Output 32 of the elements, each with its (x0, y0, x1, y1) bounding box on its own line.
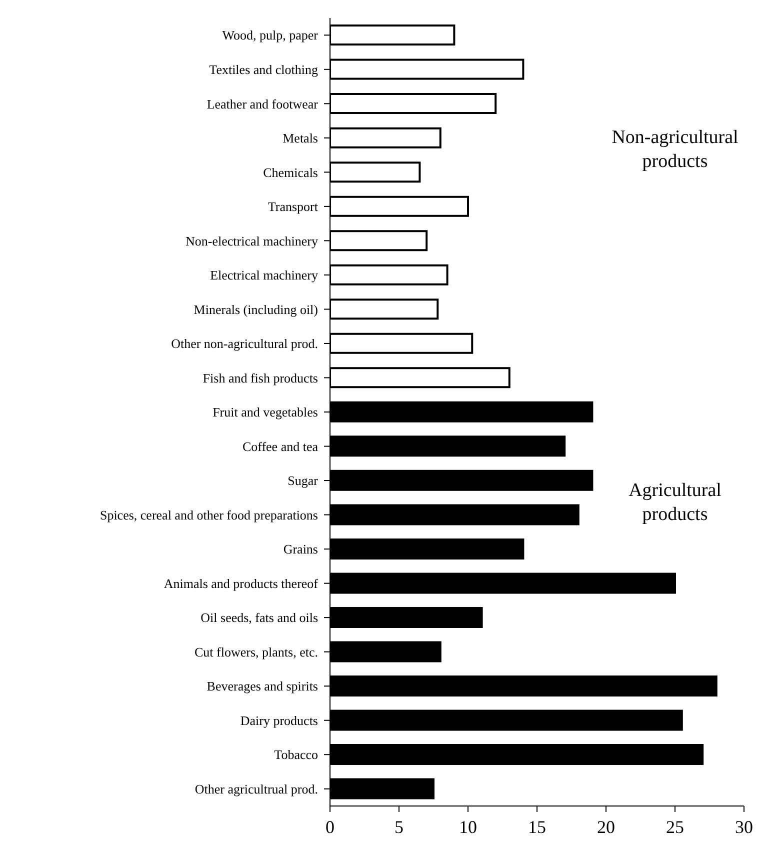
y-tick-label: Cut flowers, plants, etc. (194, 644, 318, 660)
y-tick-label: Beverages and spirits (206, 678, 318, 694)
annotation: Agricultural products (628, 478, 722, 527)
annotation: Non-agricultural products (610, 126, 740, 174)
x-tick-label: 30 (735, 816, 753, 837)
y-tick-label: Non-electrical machinery (186, 233, 318, 248)
y-tick-label: Other agricultrual prod. (194, 781, 318, 796)
y-tick-label: Sugar (288, 473, 319, 488)
y-tick-label: Tobacco (274, 747, 318, 762)
y-tick-label: Chemicals (263, 164, 318, 180)
y-tick-label: Spices, cereal and other food preparations (100, 507, 318, 522)
y-tick-label: Minerals (including oil) (194, 302, 318, 317)
y-tick-label: Fish and fish products (202, 370, 318, 386)
y-tick-label: Wood, pulp, paper (222, 28, 319, 43)
y-tick-label: Textiles and clothing (209, 62, 318, 78)
x-tick-label: 25 (666, 816, 684, 837)
y-tick-label: Oil seeds, fats and oils (200, 610, 318, 626)
x-tick-label: 5 (394, 816, 404, 837)
x-tick-label: 15 (528, 816, 546, 837)
x-tick-label: 10 (459, 816, 477, 837)
y-tick-label: Leather and footwear (206, 96, 319, 112)
y-tick-label: Electrical machinery (210, 268, 318, 283)
y-tick-label: Metals (282, 130, 318, 146)
y-tick-label: Grains (283, 542, 318, 557)
y-tick-label: Dairy products (240, 712, 318, 728)
y-tick-label: Other non-agricultural prod. (171, 336, 318, 352)
x-tick-label: 20 (597, 816, 615, 837)
y-tick-label: Transport (268, 199, 318, 214)
y-tick-label: Animals and products thereof (164, 576, 319, 591)
y-tick-label: Fruit and vegetables (212, 404, 318, 420)
y-tick-label: Coffee and tea (242, 438, 318, 454)
x-tick-label: 0 (326, 816, 334, 837)
